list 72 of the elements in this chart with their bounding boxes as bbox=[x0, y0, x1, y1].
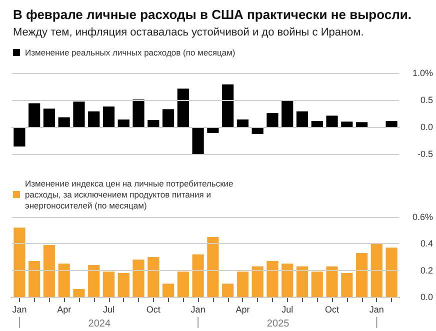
bar bbox=[102, 106, 115, 127]
bar bbox=[266, 261, 278, 297]
y-tick-label: 0.2 bbox=[420, 265, 433, 276]
bar bbox=[236, 119, 249, 127]
bar bbox=[14, 228, 26, 297]
text: 2024 bbox=[88, 318, 111, 330]
bar bbox=[118, 273, 130, 297]
y-tick-label: 0.4 bbox=[420, 238, 433, 249]
bar bbox=[162, 284, 174, 297]
bar bbox=[207, 237, 219, 297]
bar bbox=[252, 266, 264, 297]
bar bbox=[266, 112, 278, 127]
bar bbox=[132, 99, 144, 127]
bar bbox=[296, 111, 308, 127]
bar bbox=[356, 122, 368, 127]
bar bbox=[326, 116, 338, 127]
bar bbox=[341, 273, 353, 297]
bar bbox=[58, 264, 70, 297]
chart-subtitle: Между тем, инфляция оставалась устойчивой и до войны с Ираном. bbox=[13, 26, 364, 38]
bar bbox=[386, 121, 398, 127]
y-tick-label: 0.6% bbox=[412, 212, 433, 222]
bar bbox=[311, 121, 323, 127]
x-tick-label: Apr bbox=[57, 304, 72, 314]
y-tick-label: 1.0% bbox=[412, 68, 433, 78]
bar bbox=[386, 248, 398, 297]
bar bbox=[43, 245, 56, 297]
bar bbox=[341, 122, 353, 127]
bar bbox=[118, 119, 130, 127]
bar bbox=[222, 84, 234, 127]
bar bbox=[311, 272, 323, 297]
text: 2025 bbox=[266, 318, 290, 330]
bar bbox=[192, 127, 204, 154]
chart-title: В феврале личные расходы в США практически не выросли. bbox=[13, 7, 412, 22]
bar bbox=[88, 111, 100, 127]
bar bbox=[296, 266, 308, 297]
y-tick-label: 0.5 bbox=[420, 95, 433, 105]
bar bbox=[28, 103, 40, 127]
bar bbox=[177, 88, 189, 127]
x-tick-label: Jan bbox=[190, 304, 206, 314]
x-tick-label: Oct bbox=[325, 304, 340, 314]
bar bbox=[177, 272, 189, 297]
bar bbox=[222, 284, 234, 297]
bar bbox=[162, 109, 174, 127]
bar bbox=[326, 266, 338, 297]
bar bbox=[356, 253, 368, 297]
legend-label: Изменение реальных личных расходов (по месяцам) bbox=[25, 48, 236, 58]
bar bbox=[148, 257, 160, 297]
bar bbox=[88, 265, 100, 297]
bar bbox=[192, 254, 204, 297]
x-tick-label: Jul bbox=[282, 304, 294, 314]
x-tick-label: Jul bbox=[102, 304, 115, 314]
y-tick-label: 0.0 bbox=[420, 122, 433, 132]
bar bbox=[236, 272, 249, 297]
x-tick-label: Jan bbox=[12, 304, 27, 314]
bar bbox=[73, 289, 85, 297]
x-tick-label: Oct bbox=[146, 304, 161, 314]
y-tick-label: -0.5 bbox=[417, 149, 433, 159]
y-tick-label: 0.0 bbox=[420, 292, 433, 302]
bar bbox=[282, 264, 294, 297]
bar bbox=[370, 244, 382, 297]
bar bbox=[282, 100, 294, 127]
bar bbox=[43, 108, 56, 127]
x-tick-label: Apr bbox=[236, 304, 250, 314]
x-tick-label: Jan bbox=[369, 304, 384, 314]
bar bbox=[58, 117, 70, 127]
bar bbox=[73, 102, 85, 127]
bar bbox=[132, 260, 144, 297]
bar bbox=[148, 120, 160, 127]
bar bbox=[14, 127, 26, 146]
bar bbox=[102, 272, 115, 297]
legend-label: Изменение индекса цен на личные потребительские расходы, за исключением продуктов питания и энергоносителей (по месяцам) bbox=[25, 178, 236, 210]
bar bbox=[28, 261, 40, 297]
